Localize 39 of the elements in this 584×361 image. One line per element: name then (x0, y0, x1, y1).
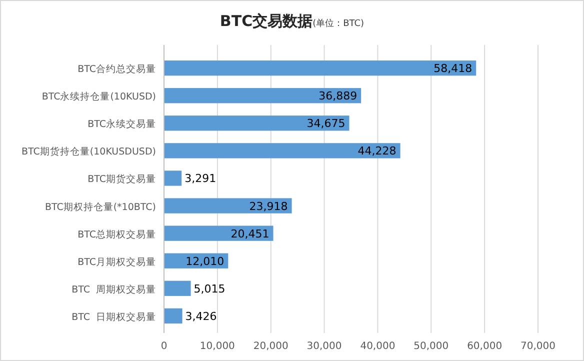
data-label: 44,228 (358, 144, 396, 158)
data-label: 12,010 (186, 254, 224, 268)
y-tick-label: BTC永续交易量 (88, 118, 156, 130)
bar (164, 226, 274, 241)
data-label: 23,918 (249, 200, 288, 213)
data-label: 36,889 (318, 90, 358, 103)
bar (164, 88, 362, 104)
bar (164, 280, 191, 296)
bar (164, 308, 182, 324)
data-label: 3,426 (185, 310, 217, 323)
y-tick-label: BTC期货持仓量(10KUSDUSD) (22, 146, 156, 158)
data-label: 34,675 (306, 117, 346, 130)
y-tick-label: BTC总期权交易量 (78, 228, 156, 240)
x-tick-label: 20,000 (253, 341, 288, 352)
x-tick-label: 70,000 (520, 341, 556, 352)
y-tick-label: BTC期货交易量 (88, 173, 156, 186)
y-tick-label: BTC永续持仓量(10KUSD) (42, 90, 156, 103)
chart-title: BTC交易数据 (220, 12, 313, 30)
x-tick-label: 30,000 (306, 341, 342, 352)
data-label: 5,015 (194, 282, 226, 296)
bar (164, 116, 350, 131)
y-tick-label: BTC 日期权交易量 (72, 310, 156, 323)
data-label: 3,291 (184, 172, 216, 186)
x-tick-label: 0 (160, 341, 168, 352)
chart-subtitle: (单位：BTC) (312, 18, 364, 29)
data-label: 58,418 (434, 62, 472, 76)
x-tick-label: 40,000 (360, 341, 396, 352)
bar (164, 143, 400, 158)
x-tick-label: 60,000 (467, 341, 502, 352)
y-tick-label: BTC期权持仓量(*10BTC) (44, 200, 156, 213)
x-tick-label: 10,000 (200, 341, 235, 352)
bar (164, 60, 476, 76)
bar (164, 198, 292, 214)
bar (164, 170, 182, 186)
y-tick-label: BTC月期权交易量 (78, 256, 156, 268)
y-tick-label: BTC合约总交易量 (78, 63, 156, 76)
y-tick-label: BTC 周期权交易量 (72, 283, 156, 296)
data-label: 20,451 (230, 227, 270, 240)
x-tick-label: 50,000 (414, 341, 449, 352)
